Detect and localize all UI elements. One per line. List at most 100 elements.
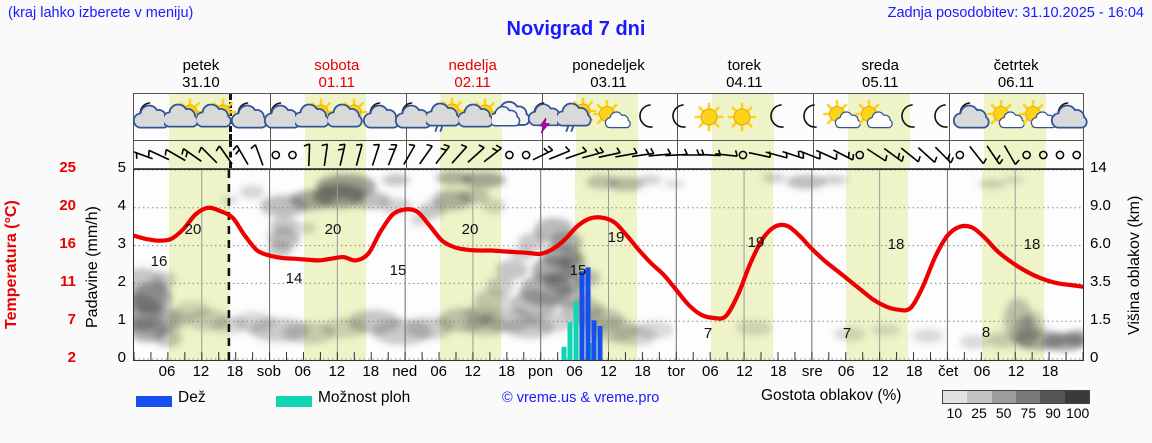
x-tick-pon-11: pon xyxy=(528,363,554,380)
day-name: nedelja xyxy=(448,57,497,74)
x-tick-18-26: 18 xyxy=(1041,363,1059,380)
x-tick-čet-23: čet xyxy=(938,363,959,380)
temperature-min-label: 14 xyxy=(285,270,303,287)
weather-icon-sun-smallcloud xyxy=(984,96,1026,138)
daylight-band-2 xyxy=(440,141,503,168)
day-separator-4 xyxy=(677,94,679,140)
precipitation-axis-title: Padavine (mm/h) xyxy=(84,206,101,329)
day-date: 05.11 xyxy=(861,74,899,91)
temperature-tick-25: 25 xyxy=(59,159,76,176)
day-separator-1 xyxy=(269,141,271,168)
x-tick-sre-19: sre xyxy=(801,363,823,380)
cloud-density-tick-75: 75 xyxy=(1020,405,1037,421)
temperature-min-label: 7 xyxy=(842,325,852,342)
day-header-četrtek: četrtek 06.11 xyxy=(948,57,1084,91)
temperature-max-label: 19 xyxy=(607,229,625,246)
precipitation-tick-2: 2 xyxy=(117,273,126,290)
day-name: četrtek xyxy=(993,57,1039,74)
cloudheight-tick-6.0: 6.0 xyxy=(1090,235,1111,252)
cloudheight-tick-14: 14 xyxy=(1090,159,1107,176)
weather-icon-row xyxy=(132,93,1088,141)
legend-swatch-showers xyxy=(276,396,312,407)
x-tick-18-6: 18 xyxy=(362,363,380,380)
cloud-density-tick-10: 10 xyxy=(946,405,963,421)
temperature-tick-2: 2 xyxy=(67,349,76,366)
current-time-marker xyxy=(229,141,233,168)
day-separator-6 xyxy=(949,94,951,140)
temperature-tick-7: 7 xyxy=(67,311,76,328)
precipitation-tick-5: 5 xyxy=(117,159,126,176)
x-tick-06-0: 06 xyxy=(158,363,176,380)
weather-icon-moon xyxy=(787,96,829,138)
day-date: 04.11 xyxy=(726,74,763,91)
x-tick-18-22: 18 xyxy=(905,363,923,380)
temperature-tick-16: 16 xyxy=(59,235,76,252)
weather-icon-sun-cloud xyxy=(196,96,239,138)
temperature-max-label: 20 xyxy=(184,221,202,238)
x-tick-06-20: 06 xyxy=(837,363,855,380)
page-title: Novigrad 7 dni xyxy=(506,18,646,40)
precipitation-tick-3: 3 xyxy=(117,235,126,252)
cloud-density-tick-90: 90 xyxy=(1045,405,1061,421)
x-tick-06-4: 06 xyxy=(294,363,312,380)
temperature-axis-title: Temperatura (°C) xyxy=(3,200,20,330)
daylight-band-0 xyxy=(168,141,231,168)
day-separator-2 xyxy=(405,141,407,168)
weather-icon-moon xyxy=(656,96,698,138)
x-tick-12-9: 12 xyxy=(464,363,481,380)
x-tick-18-2: 18 xyxy=(226,363,244,380)
wind-barb-row xyxy=(133,141,1084,169)
weather-icon-moon-cloud-storm xyxy=(525,96,567,138)
day-separator-5 xyxy=(813,141,815,168)
weather-icon-sun-cloud xyxy=(163,96,206,138)
last-updated-text: Zadnja posodobitev: 31.10.2025 - 16:04 xyxy=(887,5,1144,21)
x-tick-12-13: 12 xyxy=(600,363,617,380)
temperature-max-label: 18 xyxy=(1023,236,1041,253)
day-header-sreda: sreda 05.11 xyxy=(812,57,948,91)
x-tick-ned-7: ned xyxy=(392,363,418,380)
precipitation-tick-0: 0 xyxy=(117,349,126,366)
day-header-sobota: sobota 01.11 xyxy=(269,57,405,91)
x-tick-12-1: 12 xyxy=(192,363,210,380)
x-tick-18-18: 18 xyxy=(769,363,787,380)
cloudheight-tick-9.0: 9.0 xyxy=(1090,197,1111,214)
x-tick-tor-15: tor xyxy=(667,363,686,380)
cloudheight-axis-title: Višina oblakov (km) xyxy=(1126,195,1143,336)
day-name: sreda xyxy=(861,57,899,74)
day-header-ponedeljek: ponedeljek 03.11 xyxy=(541,57,677,91)
location-hint: (kraj lahko izberete v meniju) xyxy=(8,5,194,21)
cloudheight-tick-1.5: 1.5 xyxy=(1090,311,1111,328)
weather-icon-cloud xyxy=(491,96,534,138)
x-tick-12-21: 12 xyxy=(871,363,889,380)
meteogram-plot: 16 20 14 20 15 20 15 19 7 19 7 18 8 18 xyxy=(133,169,1084,361)
day-name: sobota xyxy=(314,57,360,74)
weather-icon-sun xyxy=(721,96,763,138)
weather-icon-sun-cloud-drizzle xyxy=(426,96,468,138)
weather-icon-moon-cloud xyxy=(951,96,993,138)
weather-icon-sun-smallcloud xyxy=(1016,96,1058,138)
weather-icon-moon xyxy=(754,96,796,138)
x-tick-18-10: 18 xyxy=(498,363,515,380)
temperature-min-label: 7 xyxy=(703,325,713,342)
weather-icon-sun xyxy=(688,96,730,138)
cloud-density-tick-100: 100 xyxy=(1065,405,1090,421)
cloud-density-tick-50: 50 xyxy=(995,405,1012,421)
current-time-marker xyxy=(229,94,233,140)
copyright-link[interactable]: © vreme.us & vreme.pro xyxy=(502,390,660,406)
weather-icon-moon xyxy=(623,96,665,138)
x-tick-06-16: 06 xyxy=(702,363,719,380)
day-date: 02.11 xyxy=(454,74,491,91)
x-tick-12-5: 12 xyxy=(328,363,346,380)
temperature-max-label: 20 xyxy=(324,221,342,238)
day-header-torek: torek 04.11 xyxy=(676,57,812,91)
legend-label-rain: Dež xyxy=(178,389,206,406)
day-header-nedelja: nedelja 02.11 xyxy=(405,57,541,91)
day-name: ponedeljek xyxy=(572,57,645,74)
x-tick-12-25: 12 xyxy=(1007,363,1025,380)
day-date: 03.11 xyxy=(590,74,627,91)
day-date: 06.11 xyxy=(997,74,1035,91)
temperature-min-label: 16 xyxy=(150,253,168,270)
legend-label-showers: Možnost ploh xyxy=(318,389,411,406)
x-tick-18-14: 18 xyxy=(634,363,651,380)
weather-icon-sun-cloud xyxy=(327,96,370,138)
